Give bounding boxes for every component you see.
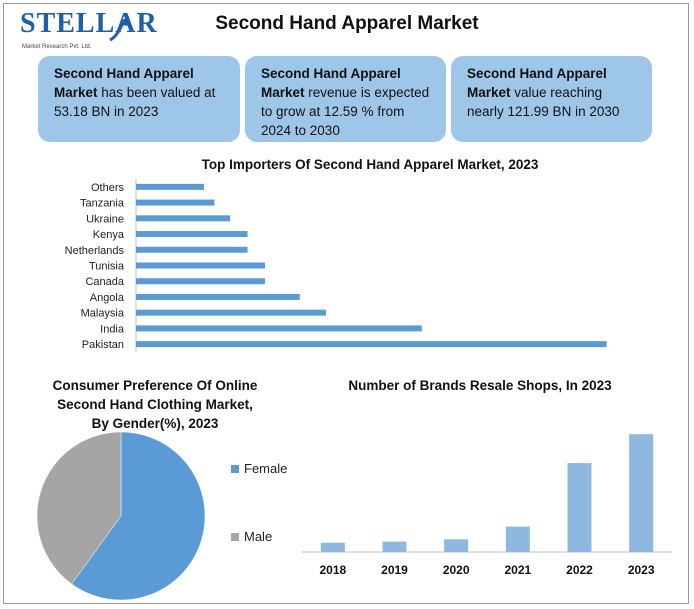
importer-bar: [136, 293, 300, 300]
importer-bar: [136, 246, 248, 253]
infographic-frame: [3, 3, 689, 604]
brand-bar: [382, 541, 407, 552]
importer-tick-label: Malaysia: [81, 308, 125, 320]
legend-swatch-female: [231, 464, 239, 473]
logo-subtitle: Market Research Pvt. Ltd.: [22, 44, 92, 50]
stellar-logo: STELLAR Market Research Pvt. Ltd.: [20, 8, 157, 56]
importer-tick-label: Angola: [90, 292, 125, 304]
brand-bar: [567, 463, 592, 552]
card-text: revenue is expected to grow at 12.59 % f…: [261, 85, 430, 138]
gender-pie-title: Consumer Preference Of Online Second Han…: [52, 378, 258, 431]
importer-tick-label: Pakistan: [82, 339, 124, 351]
brand-bar: [505, 526, 530, 552]
legend-label-male: Male: [244, 529, 273, 544]
brand-tick-label: 2022: [566, 563, 593, 577]
card-text: value reaching nearly 121.99 BN in 2030: [467, 85, 620, 119]
importer-bar: [136, 215, 231, 222]
logo-text: STELLAR: [20, 8, 158, 39]
brand-tick-label: 2020: [443, 563, 470, 577]
legend-swatch-male: [231, 532, 239, 541]
importer-tick-label: Tanzania: [80, 198, 125, 210]
importer-bar: [136, 278, 265, 285]
page-title: Second Hand Apparel Market: [215, 13, 479, 34]
importer-tick-label: Kenya: [93, 229, 125, 241]
importer-tick-label: Tunisia: [89, 261, 125, 273]
brand-tick-label: 2019: [381, 563, 408, 577]
stat-card-forecast: Second Hand Apparel Market value reachin…: [451, 56, 652, 142]
importer-bar: [136, 309, 326, 316]
importer-bar: [136, 341, 607, 348]
importer-tick-label: India: [100, 323, 125, 335]
brand-tick-label: 2021: [504, 563, 531, 577]
pie-slice-female: [71, 431, 206, 601]
brand-tick-label: 2023: [628, 563, 655, 577]
brands-chart-title: Number of Brands Resale Shops, In 2023: [348, 378, 612, 393]
logo-arrow-icon: [109, 16, 128, 42]
stat-card-valuation: Second Hand Apparel Market has been valu…: [38, 56, 240, 142]
importer-bar: [136, 262, 265, 269]
stat-card-growth: Second Hand Apparel Market revenue is ex…: [245, 56, 446, 142]
legend-female: Female: [231, 461, 287, 476]
card-text: has been valued at 53.18 BN in 2023: [54, 85, 216, 119]
legend-label-female: Female: [244, 461, 288, 476]
card-bold-text: Second Hand Apparel Market: [261, 66, 401, 100]
legend-male: Male: [231, 529, 272, 544]
importer-tick-label: Canada: [85, 276, 124, 288]
brand-bar: [444, 539, 469, 552]
importers-chart-title: Top Importers Of Second Hand Apparel Mar…: [201, 157, 539, 172]
importer-tick-label: Others: [91, 182, 125, 194]
importer-bar: [136, 183, 204, 190]
brand-bar: [320, 542, 345, 552]
importer-bar: [136, 325, 422, 332]
pie-slice-male: [36, 431, 122, 585]
card-bold-text: Second Hand Apparel Market: [467, 66, 607, 100]
importer-tick-label: Netherlands: [65, 245, 125, 257]
importer-bar: [136, 231, 248, 238]
brand-tick-label: 2018: [319, 563, 346, 577]
card-bold-text: Second Hand Apparel Market: [54, 66, 194, 100]
importer-tick-label: Ukraine: [86, 213, 124, 225]
brand-bar: [629, 434, 654, 552]
importer-bar: [136, 199, 215, 206]
